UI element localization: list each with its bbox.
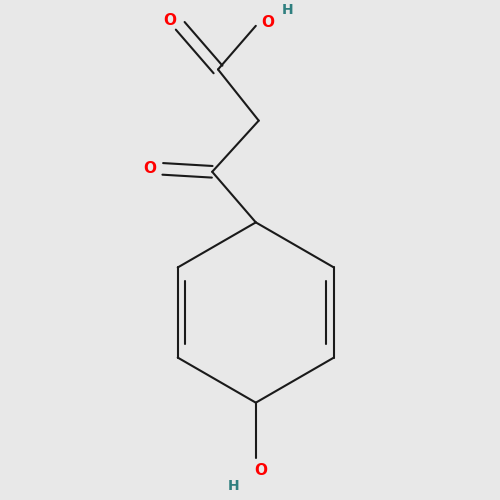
Text: O: O: [163, 12, 176, 28]
Text: O: O: [254, 463, 267, 478]
Text: H: H: [282, 2, 294, 16]
Text: O: O: [261, 16, 274, 30]
Text: O: O: [144, 162, 156, 176]
Text: H: H: [228, 479, 239, 493]
